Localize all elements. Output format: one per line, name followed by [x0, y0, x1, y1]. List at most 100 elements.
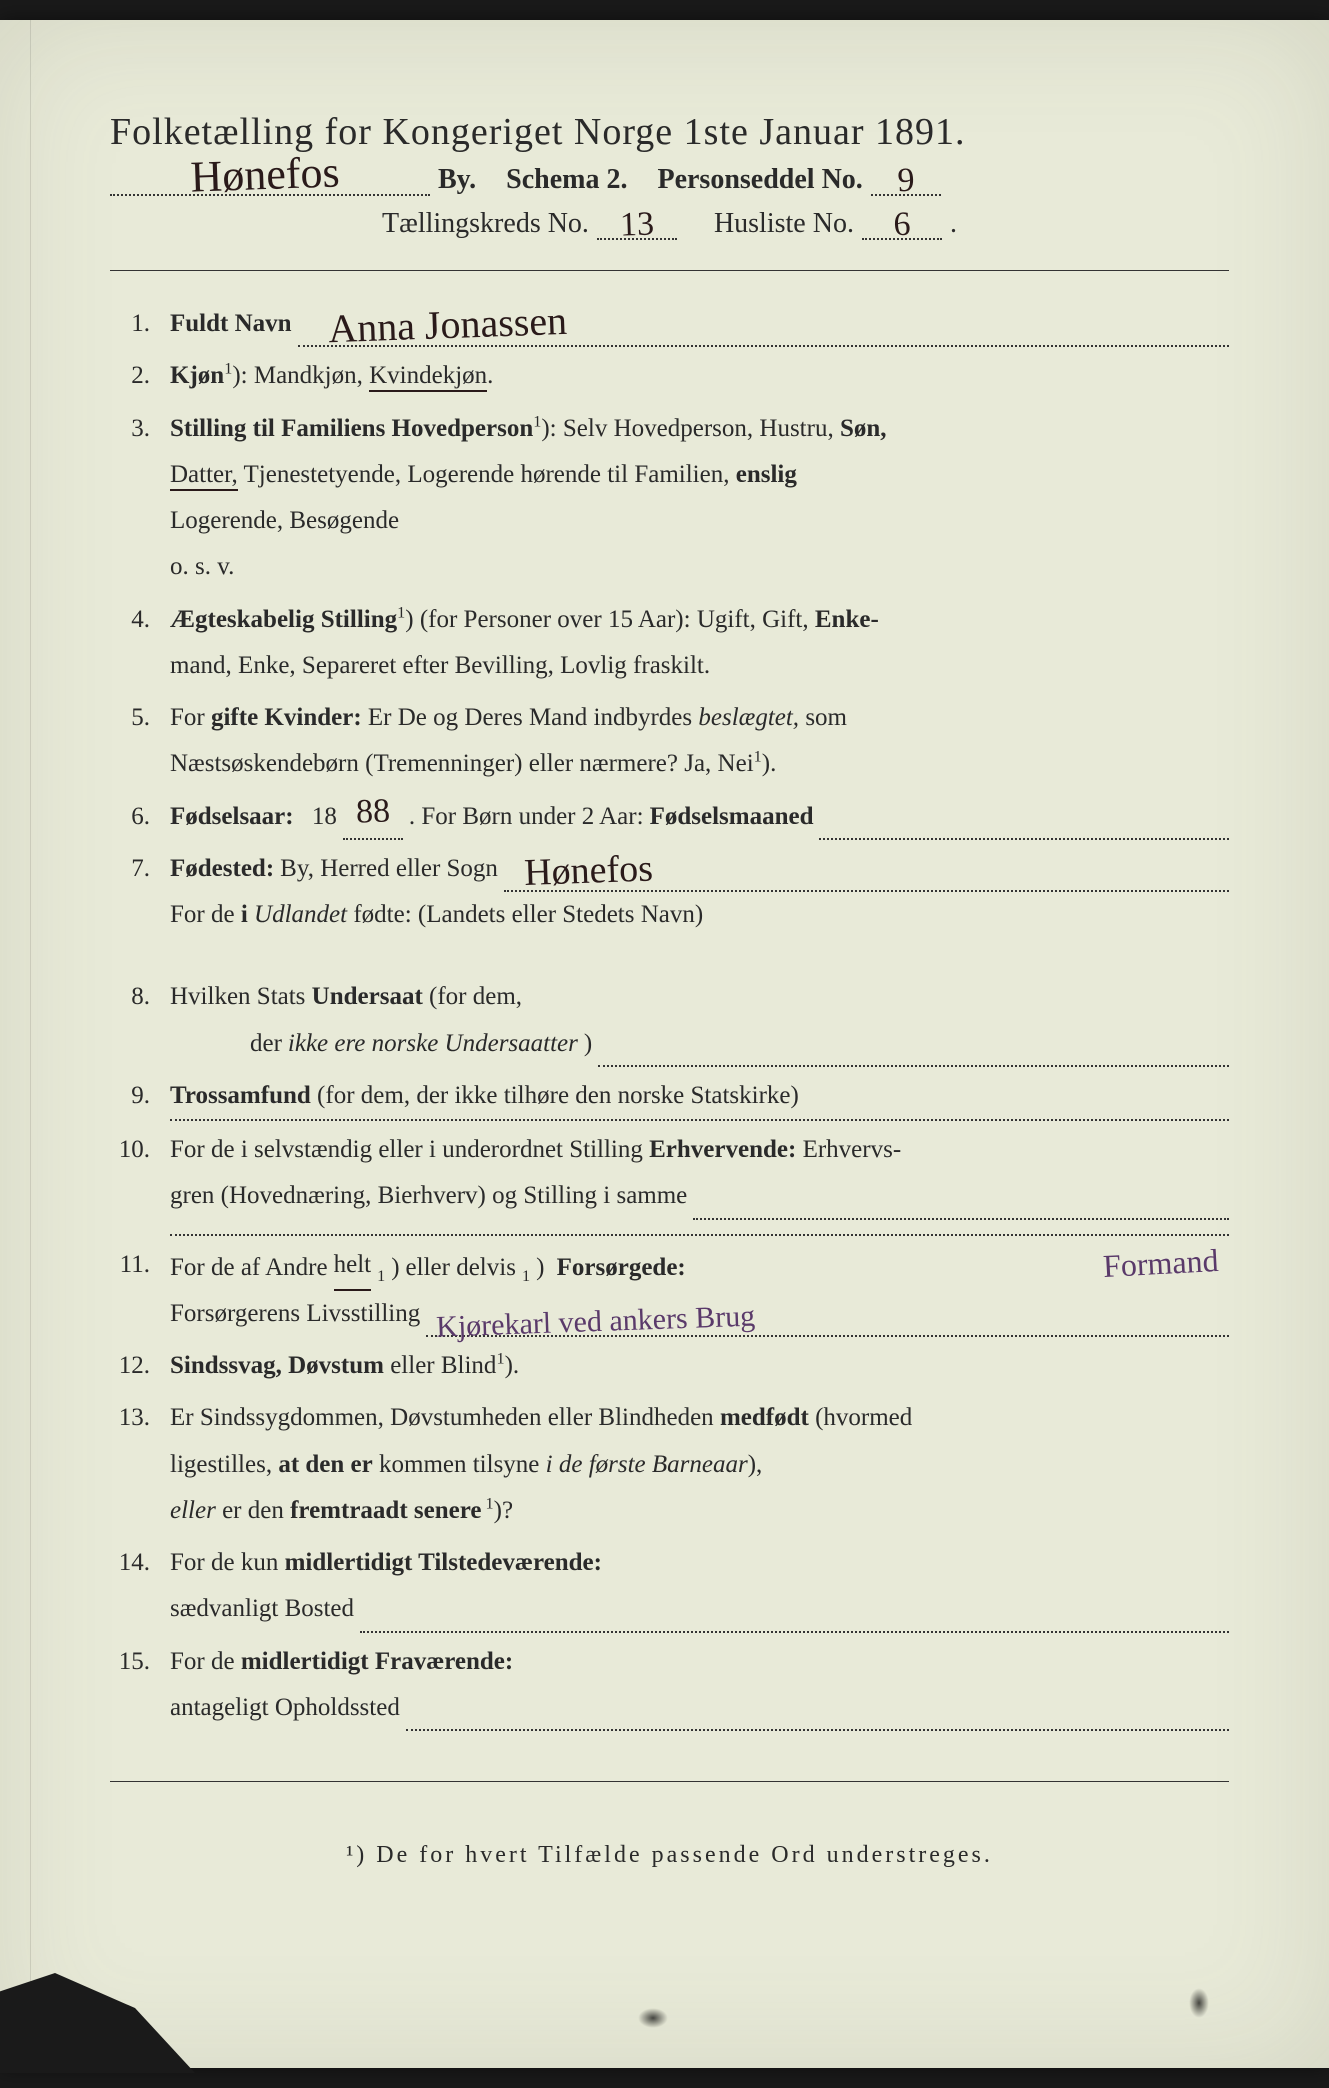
- husliste-no-field: 6: [862, 238, 942, 240]
- stilling-opts-2: Tjenestetyende, Logerende hørende til Fa…: [238, 461, 736, 488]
- stilling-opts-1: Selv Hovedperson, Hustru,: [563, 415, 840, 442]
- fodsel-mid: . For Børn under 2 Aar:: [409, 794, 644, 840]
- erhvervende-label: Erhvervende:: [649, 1136, 796, 1163]
- fodselsaar-label: Fødselsaar:: [170, 794, 294, 840]
- item-body: For de kun midlertidigt Tilstedeværende:…: [170, 1540, 1229, 1633]
- item-body: Ægteskabelig Stilling1) (for Personer ov…: [170, 597, 1229, 690]
- item-number: 3.: [110, 406, 170, 591]
- stilling-opts-3: Logerende, Besøgende: [170, 507, 399, 534]
- opholdssted-field: [406, 1729, 1229, 1731]
- item-number: 1.: [110, 301, 170, 347]
- ink-smudge: [1189, 1988, 1209, 2018]
- undersaat-field: [598, 1065, 1229, 1067]
- kreds-label: Tællingskreds No.: [382, 208, 589, 240]
- schema-label: Schema 2.: [506, 164, 627, 196]
- trossamfund-label: Trossamfund: [170, 1082, 311, 1109]
- stilling-enslig: enslig: [736, 461, 797, 488]
- forsorgede-label: Forsørgede:: [557, 1245, 686, 1291]
- item-body: Fødested: By, Herred eller Sogn Hønefos …: [170, 846, 1229, 939]
- aegte-enke: Enke-: [815, 606, 879, 633]
- item-number: 2.: [110, 353, 170, 399]
- item-number: 5.: [110, 695, 170, 788]
- item-3: 3. Stilling til Familiens Hovedperson1):…: [110, 406, 1229, 591]
- city-handwritten: Hønefos: [99, 143, 431, 205]
- kreds-no-hw: 13: [596, 205, 677, 246]
- name-hw: Anna Jonassen: [297, 261, 1230, 367]
- aegte-paren: (for Personer over 15 Aar):: [420, 606, 697, 633]
- item-number: 6.: [110, 794, 170, 840]
- item-4: 4. Ægteskabelig Stilling1) (for Personer…: [110, 597, 1229, 690]
- item-body: For de midlertidigt Fraværende: antageli…: [170, 1639, 1229, 1732]
- forsorger-field: Kjørekarl ved ankers Brug: [426, 1335, 1229, 1337]
- item-9: 9. Trossamfund (for dem, der ikke tilhør…: [110, 1073, 1229, 1121]
- husliste-no-hw: 6: [861, 205, 942, 246]
- sindssvag-label: Sindssvag, Døvstum: [170, 1352, 384, 1379]
- medfodt-label: medfødt: [720, 1404, 809, 1431]
- item-number: 10.: [110, 1127, 170, 1236]
- item-body: Trossamfund (for dem, der ikke tilhøre d…: [170, 1073, 1229, 1121]
- item-2: 2. Kjøn1): Mandkjøn, Kvindekjøn.: [110, 353, 1229, 399]
- erhverv-field-2: [170, 1234, 1229, 1236]
- torn-corner: [0, 1973, 195, 2073]
- item-10: 10. For de i selvstændig eller i underor…: [110, 1127, 1229, 1236]
- kreds-no-field: 13: [597, 238, 677, 240]
- by-label: By.: [438, 164, 476, 196]
- item-number: 9.: [110, 1073, 170, 1121]
- kjon-label: Kjøn: [170, 362, 224, 389]
- name-field: Anna Jonassen: [298, 345, 1229, 347]
- kjon-opt-kvinde: Kvindekjøn: [369, 362, 487, 392]
- fravaer-label: midlertidigt Fraværende:: [241, 1648, 513, 1675]
- form-title: Folketælling for Kongeriget Norge 1ste J…: [110, 110, 1229, 154]
- census-form-page: Folketælling for Kongeriget Norge 1ste J…: [0, 20, 1329, 2068]
- personseddel-no-field: 9: [871, 194, 941, 196]
- item-13: 13. Er Sindssygdommen, Døvstumheden elle…: [110, 1395, 1229, 1534]
- erhverv-field-1: [693, 1218, 1229, 1220]
- item-7: 7. Fødested: By, Herred eller Sogn Hønef…: [110, 846, 1229, 939]
- item-body: For gifte Kvinder: Er De og Deres Mand i…: [170, 695, 1229, 788]
- trossamfund-field: [170, 1119, 1229, 1121]
- footer-rule: [110, 1781, 1229, 1782]
- personseddel-no-hw: 9: [870, 161, 941, 201]
- undersaat-label: Undersaat: [312, 983, 423, 1010]
- tilstede-label: midlertidigt Tilstedeværende:: [285, 1549, 602, 1576]
- item-8: 8. Hvilken Stats Undersaat (for dem, der…: [110, 974, 1229, 1067]
- stilling-label: Stilling til Familiens Hovedperson: [170, 415, 533, 442]
- form-items: 1. Fuldt Navn Anna Jonassen 2. Kjøn1): M…: [110, 301, 1229, 1731]
- gifte-line2: Næstsøskendebørn (Tremenninger) eller næ…: [170, 750, 754, 777]
- item-number: 14.: [110, 1540, 170, 1633]
- item-number: 4.: [110, 597, 170, 690]
- item-body: For de i selvstændig eller i underordnet…: [170, 1127, 1229, 1236]
- footnote: ¹) De for hvert Tilfælde passende Ord un…: [110, 1842, 1229, 1869]
- item-body: Er Sindssygdommen, Døvstumheden eller Bl…: [170, 1395, 1229, 1534]
- item-5: 5. For gifte Kvinder: Er De og Deres Man…: [110, 695, 1229, 788]
- item-body: Sindssvag, Døvstum eller Blind1).: [170, 1343, 1229, 1389]
- fodested-opts: By, Herred eller Sogn: [280, 846, 498, 892]
- fuldt-navn-label: Fuldt Navn: [170, 301, 292, 347]
- item-15: 15. For de midlertidigt Fraværende: anta…: [110, 1639, 1229, 1732]
- item-body: Hvilken Stats Undersaat (for dem, der ik…: [170, 974, 1229, 1067]
- item-number: 13.: [110, 1395, 170, 1534]
- item-body: For de af Andre helt1) eller delvis1) Fo…: [170, 1242, 1229, 1338]
- stilling-osv: o. s. v.: [170, 553, 234, 580]
- husliste-label: Husliste No.: [714, 208, 854, 240]
- bosted-field: [360, 1631, 1229, 1633]
- year-field: 88: [343, 838, 403, 840]
- stilling-son: Søn,: [840, 415, 887, 442]
- city-field: Hønefos: [110, 194, 430, 196]
- item-14: 14. For de kun midlertidigt Tilstedevære…: [110, 1540, 1229, 1633]
- item-number: 15.: [110, 1639, 170, 1732]
- item-number: 12.: [110, 1343, 170, 1389]
- aegte-line2: mand, Enke, Separeret efter Bevilling, L…: [170, 652, 710, 679]
- year-hw: 88: [342, 780, 404, 845]
- ink-smudge: [638, 2008, 668, 2028]
- gifte-label: gifte Kvinder:: [211, 704, 362, 731]
- item-body: Stilling til Familiens Hovedperson1): Se…: [170, 406, 1229, 591]
- item-number: 7.: [110, 846, 170, 939]
- fodested-label: Fødested:: [170, 846, 274, 892]
- item-11: 11. For de af Andre helt1) eller delvis1…: [110, 1242, 1229, 1338]
- header-line-3: Tællingskreds No. 13 Husliste No. 6 .: [110, 208, 1229, 240]
- stilling-datter: Datter,: [170, 461, 238, 491]
- item-1: 1. Fuldt Navn Anna Jonassen: [110, 301, 1229, 347]
- aegte-label: Ægteskabelig Stilling: [170, 606, 397, 633]
- header-line-2: Hønefos By. Schema 2. Personseddel No. 9: [110, 164, 1229, 196]
